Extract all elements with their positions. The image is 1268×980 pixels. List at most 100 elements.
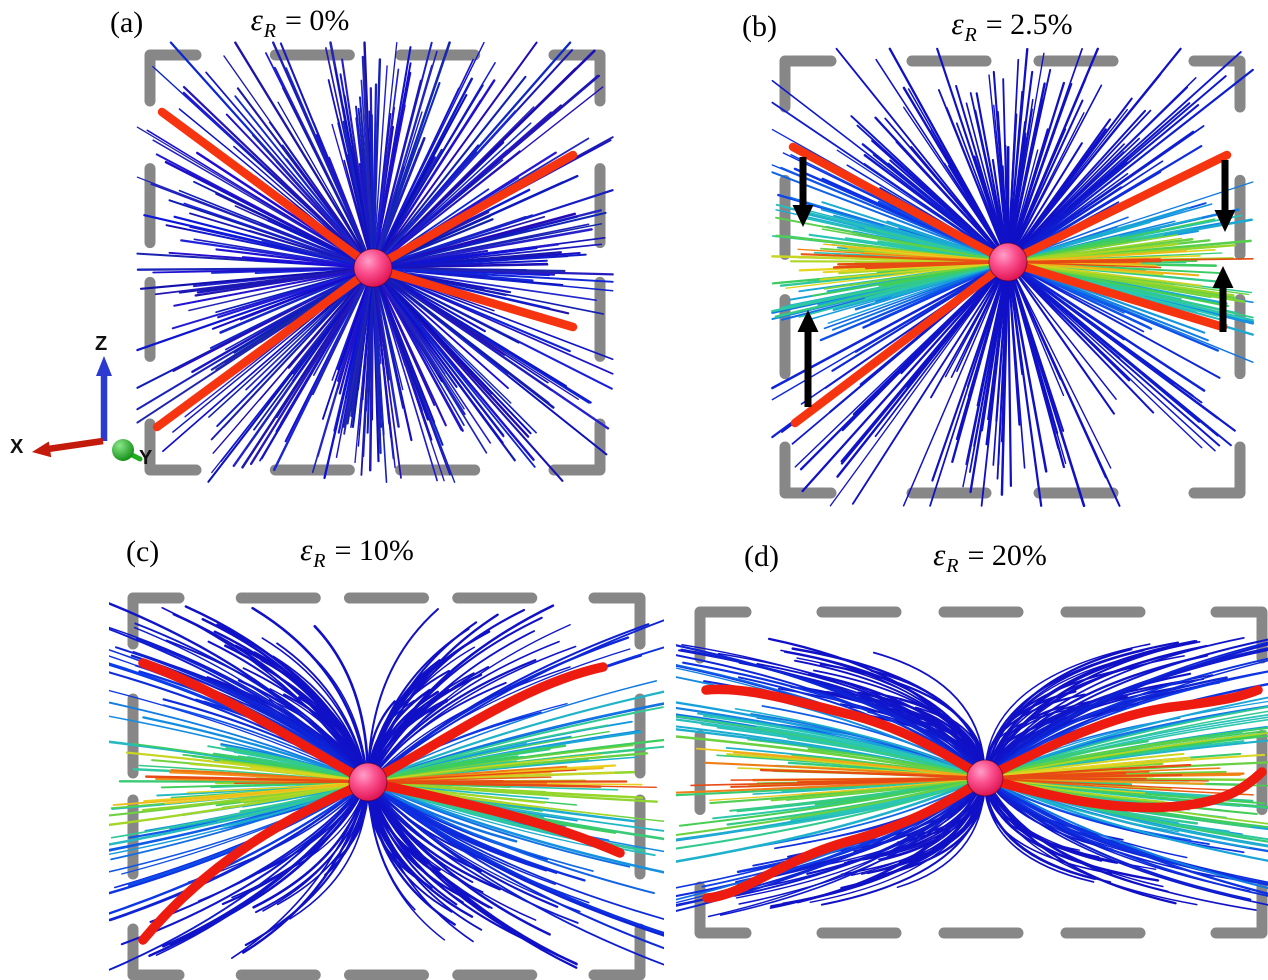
fiber <box>976 266 1008 407</box>
fiber <box>205 679 367 781</box>
fiber <box>374 690 664 781</box>
fiber <box>930 265 1007 399</box>
fiber <box>109 782 368 971</box>
fiber <box>676 715 979 778</box>
fiber <box>1007 99 1084 261</box>
fiber <box>823 261 1006 290</box>
fiber <box>369 636 630 782</box>
corner-bracket <box>779 55 837 113</box>
corner-bracket <box>779 441 837 499</box>
fiber <box>708 777 979 801</box>
x-axis-label: X <box>10 436 24 458</box>
fiber <box>1013 266 1216 452</box>
fiber <box>1016 265 1145 333</box>
fiber <box>373 72 408 263</box>
fiber <box>984 643 1151 769</box>
fiber <box>377 274 492 444</box>
epsilon-subscript: R <box>263 20 277 42</box>
fiber <box>327 79 372 261</box>
fiber <box>1010 68 1254 260</box>
fiber <box>372 65 388 261</box>
fiber <box>145 775 366 784</box>
fiber <box>109 782 367 915</box>
fiber <box>374 257 487 269</box>
fiber <box>230 785 368 960</box>
fiber <box>377 149 509 264</box>
fiber <box>680 648 984 778</box>
fiber <box>374 624 571 774</box>
fiber <box>1009 264 1112 469</box>
fiber <box>992 264 1009 466</box>
fiber <box>376 94 468 261</box>
corner-bracket <box>694 606 752 664</box>
fiber <box>1009 262 1206 392</box>
fiber <box>819 262 999 281</box>
fiber <box>902 86 1007 260</box>
corner-bracket <box>127 592 185 650</box>
fiber <box>380 214 534 267</box>
dashed-boundary-c <box>127 592 646 980</box>
fiber <box>212 272 370 454</box>
fiber <box>1016 221 1151 261</box>
axis-triad <box>32 356 143 462</box>
compression-arrow <box>1214 160 1236 232</box>
fiber <box>837 260 1004 266</box>
strain-value: = 10% <box>334 534 414 567</box>
fiber <box>225 747 359 780</box>
fiber <box>375 75 527 265</box>
fiber <box>372 275 382 455</box>
fiber <box>373 41 398 262</box>
fiber <box>987 657 1268 777</box>
fiber <box>780 166 1007 262</box>
fiber <box>210 270 371 441</box>
epsilon-subscript: R <box>313 550 326 572</box>
fiber <box>969 271 1008 473</box>
fiber <box>985 777 1268 895</box>
fiber <box>370 782 518 843</box>
panel-b-title: εR = 2.5% <box>951 8 1073 45</box>
fiber <box>676 778 982 837</box>
inclusion-sphere-a <box>353 248 393 288</box>
fiber <box>1008 48 1029 253</box>
fiber <box>367 608 526 781</box>
fiber <box>1011 269 1107 479</box>
fiber <box>376 271 512 404</box>
fiber <box>995 777 1230 791</box>
fiber <box>374 79 496 265</box>
fiber <box>245 271 370 391</box>
fiber <box>382 267 614 283</box>
fiber <box>357 278 373 447</box>
fiber <box>152 267 366 274</box>
fiber <box>373 681 507 776</box>
panel-d-label: (d) <box>744 540 779 573</box>
epsilon-symbol: ε <box>933 537 946 572</box>
fiber <box>986 649 1145 769</box>
fiber <box>1007 262 1048 473</box>
fiber <box>225 271 367 351</box>
fiber <box>225 113 371 265</box>
fiber <box>139 267 371 290</box>
fiber <box>678 777 984 827</box>
dashed-boundary-d <box>694 606 1268 939</box>
fiber <box>796 783 982 904</box>
corner-bracket <box>1188 55 1246 113</box>
fiber <box>865 227 1006 263</box>
fiber <box>205 71 369 263</box>
fiber <box>374 744 634 782</box>
strain-value: = 2.5% <box>985 8 1073 41</box>
fiber <box>987 781 1164 888</box>
corner-bracket <box>1188 441 1246 499</box>
fiber <box>884 117 1006 260</box>
fiber <box>173 268 364 307</box>
fiber <box>375 272 504 444</box>
fiber <box>1012 142 1083 255</box>
fiber <box>380 271 486 333</box>
fiber <box>375 269 568 387</box>
corner-bracket <box>144 418 202 476</box>
fiber <box>213 630 365 773</box>
fiber <box>759 768 976 779</box>
fiber <box>874 116 1006 259</box>
fiber <box>115 646 367 781</box>
z-axis-label: Z <box>95 333 108 355</box>
fiber <box>249 275 369 466</box>
